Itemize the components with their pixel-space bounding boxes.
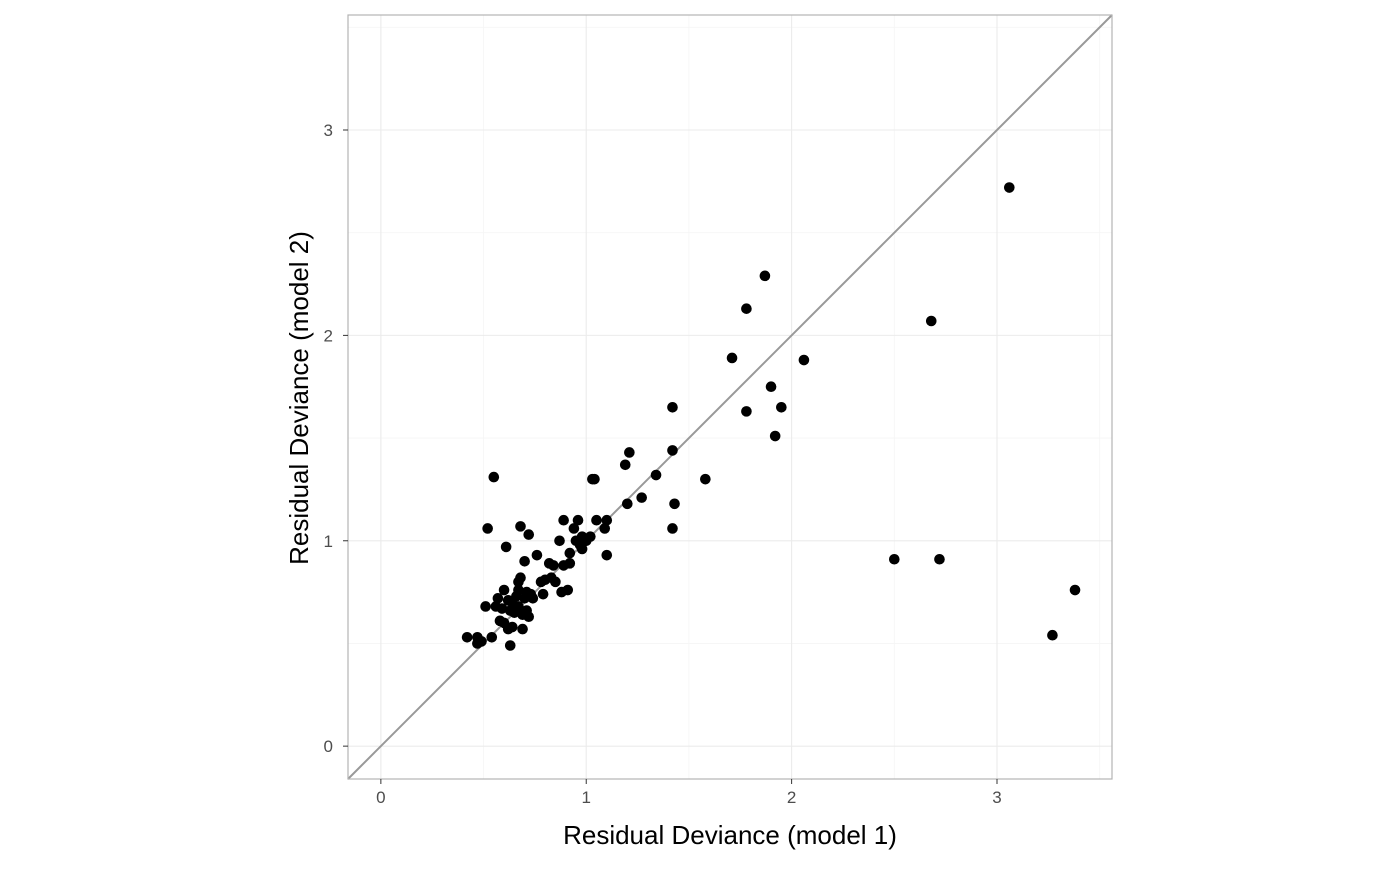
y-axis-ticks: 0 1 2 3 xyxy=(324,121,348,756)
data-point xyxy=(504,640,516,651)
data-point xyxy=(523,529,535,540)
data-point xyxy=(759,270,771,282)
data-point xyxy=(519,556,530,567)
y-tick-label: 1 xyxy=(324,532,333,551)
data-points xyxy=(461,182,1081,651)
data-point xyxy=(601,549,613,561)
x-axis-title: Residual Deviance (model 1) xyxy=(563,820,897,850)
data-point xyxy=(669,498,680,510)
data-point xyxy=(589,473,600,485)
y-tick-label: 2 xyxy=(324,326,333,345)
data-point xyxy=(776,401,787,413)
data-point xyxy=(500,541,512,553)
data-point xyxy=(527,592,539,604)
data-point xyxy=(798,354,810,366)
data-point xyxy=(523,611,535,623)
data-point xyxy=(507,621,518,633)
data-point xyxy=(741,406,752,417)
y-tick-label: 0 xyxy=(324,737,333,756)
data-point xyxy=(496,603,508,614)
data-point xyxy=(934,553,945,565)
data-point xyxy=(700,473,711,485)
data-point xyxy=(564,547,576,559)
data-point xyxy=(636,492,647,503)
x-tick-label: 1 xyxy=(582,788,591,807)
data-point xyxy=(576,543,588,555)
data-point xyxy=(492,592,504,604)
data-point xyxy=(765,381,777,393)
data-point xyxy=(513,584,524,596)
data-point xyxy=(889,553,900,565)
data-point xyxy=(667,401,678,413)
data-point xyxy=(488,471,500,483)
data-point xyxy=(601,514,613,526)
data-point xyxy=(515,572,526,584)
data-point xyxy=(461,631,473,643)
data-point xyxy=(585,531,596,542)
data-point xyxy=(486,631,498,643)
data-point xyxy=(550,576,561,588)
data-point xyxy=(925,315,937,327)
data-point xyxy=(667,523,678,534)
data-point xyxy=(513,601,524,612)
data-point xyxy=(568,523,580,534)
data-point xyxy=(741,303,752,314)
x-tick-label: 0 xyxy=(376,788,385,807)
data-point xyxy=(619,459,631,471)
data-point xyxy=(554,535,565,547)
data-point xyxy=(498,584,510,596)
data-point xyxy=(1069,584,1081,596)
x-tick-label: 3 xyxy=(992,788,1001,807)
data-point xyxy=(548,560,559,571)
data-point xyxy=(515,521,526,532)
data-point xyxy=(624,447,635,458)
panel-border xyxy=(347,14,1113,780)
data-point xyxy=(517,623,528,635)
data-point xyxy=(537,588,549,600)
data-point xyxy=(726,352,738,364)
reference-line-group xyxy=(347,14,1113,780)
data-point xyxy=(1047,629,1058,641)
data-point xyxy=(1004,182,1015,193)
data-point xyxy=(650,469,662,481)
data-point xyxy=(564,558,576,569)
data-point xyxy=(622,498,633,510)
data-point xyxy=(572,514,584,526)
data-point xyxy=(476,636,487,647)
panel-border-group xyxy=(347,14,1113,780)
data-point xyxy=(531,549,543,561)
data-point xyxy=(562,584,574,596)
data-point xyxy=(667,445,678,456)
data-point xyxy=(480,601,491,612)
major-gridlines xyxy=(348,15,1112,779)
x-axis-ticks: 0 1 2 3 xyxy=(376,779,1002,807)
data-point xyxy=(482,523,493,534)
data-point xyxy=(769,430,781,442)
identity-line xyxy=(347,14,1113,780)
y-tick-label: 3 xyxy=(324,121,333,140)
y-axis-title: Residual Deviance (model 2) xyxy=(284,231,314,565)
data-point xyxy=(591,514,602,526)
x-tick-label: 2 xyxy=(787,788,796,807)
data-point xyxy=(558,514,569,526)
data-point xyxy=(599,523,611,534)
